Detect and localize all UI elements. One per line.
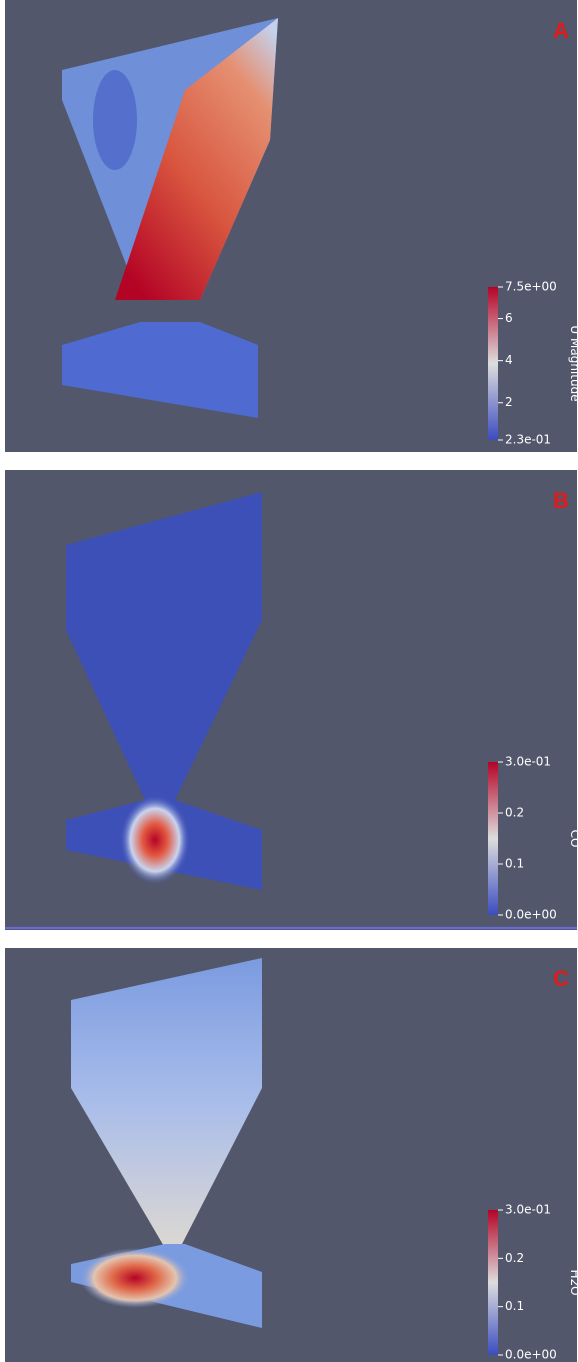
panel-label: A — [553, 18, 569, 43]
panel-a: A 2.3e-01 2 4 6 7.5e+00 U Magnitude — [5, 0, 577, 452]
colorbar — [488, 1210, 498, 1355]
colorbar-title: H2O — [568, 1269, 577, 1295]
colorbar — [488, 287, 498, 440]
colorbar-tick-label: 0.0e+00 — [505, 1348, 557, 1362]
colorbar-tick-label: 3.0e-01 — [505, 755, 551, 769]
panel-label: C — [553, 966, 569, 991]
colorbar-title: U Magnitude — [568, 325, 577, 401]
panel-label: B — [553, 488, 569, 513]
colorbar-tick-label: 0.2 — [505, 1251, 524, 1265]
colorbar-tick-label: 0.2 — [505, 806, 524, 820]
colorbar — [488, 762, 498, 915]
page: {"panels": [ {"label": "A", "colorbar": … — [0, 0, 578, 1362]
h2o-blob — [80, 1248, 190, 1308]
vortex — [93, 70, 137, 170]
co-blob — [120, 795, 190, 885]
panel-b: B 0.0e+00 0.1 0.2 3.0e-01 CO — [5, 470, 577, 930]
colorbar-tick-label: 0.1 — [505, 1299, 524, 1313]
colorbar-title: CO — [568, 830, 577, 848]
colorbar-tick-label: 2 — [505, 395, 513, 409]
panel-c: C 0.0e+00 0.1 0.2 3.0e-01 H2O — [5, 948, 577, 1362]
colorbar-tick-label: 2.3e-01 — [505, 433, 551, 447]
colorbar-tick-label: 3.0e-01 — [505, 1203, 551, 1217]
colorbar-tick-label: 6 — [505, 311, 513, 325]
colorbar-tick-label: 7.5e+00 — [505, 280, 557, 294]
colorbar-tick-label: 4 — [505, 353, 513, 367]
colorbar-tick-label: 0.1 — [505, 857, 524, 871]
colorbar-tick-label: 0.0e+00 — [505, 908, 557, 922]
